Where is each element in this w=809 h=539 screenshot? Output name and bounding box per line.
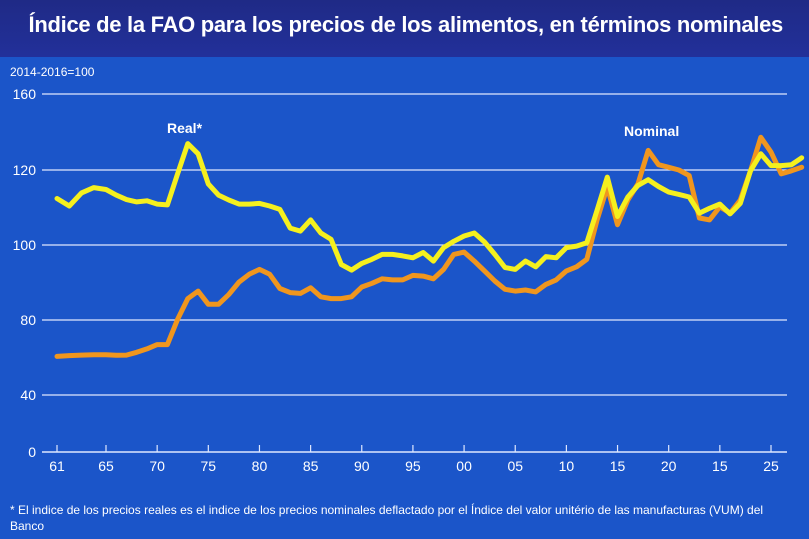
x-tick-label: 05 [507, 458, 523, 474]
x-tick-label: 25 [763, 458, 779, 474]
y-tick-label: 160 [13, 86, 37, 102]
x-tick-label: 65 [98, 458, 114, 474]
x-tick-label: 15 [712, 458, 728, 474]
y-tick-label: 40 [20, 387, 36, 403]
x-tick-label: 75 [201, 458, 217, 474]
x-tick-label: 95 [405, 458, 421, 474]
y-tick-label: 100 [13, 237, 37, 253]
chart-title: Índice de la FAO para los precios de los… [28, 12, 784, 37]
series-line-nominal [54, 134, 805, 359]
x-tick-label: 90 [354, 458, 370, 474]
annotation-real: Real* [167, 120, 203, 136]
x-tick-label: 00 [456, 458, 472, 474]
x-tick-label: 15 [610, 458, 626, 474]
x-tick-label: 61 [49, 458, 65, 474]
footnote: * El indice de los precios reales es el … [10, 503, 764, 533]
y-tick-label: 120 [13, 162, 37, 178]
x-tick-label: 10 [559, 458, 575, 474]
title-bar: Índice de la FAO para los precios de los… [0, 0, 809, 57]
x-tick-label: 80 [252, 458, 268, 474]
y-tick-label: 80 [20, 312, 36, 328]
x-tick-label: 20 [661, 458, 677, 474]
y-tick-label: 0 [28, 444, 36, 460]
x-tick-label: 70 [149, 458, 165, 474]
x-tick-label: 85 [303, 458, 319, 474]
series-line-real [54, 141, 805, 273]
y-axis-unit-label: 2014-2016=100 [10, 65, 95, 79]
annotation-nominal: Nominal [624, 123, 679, 139]
